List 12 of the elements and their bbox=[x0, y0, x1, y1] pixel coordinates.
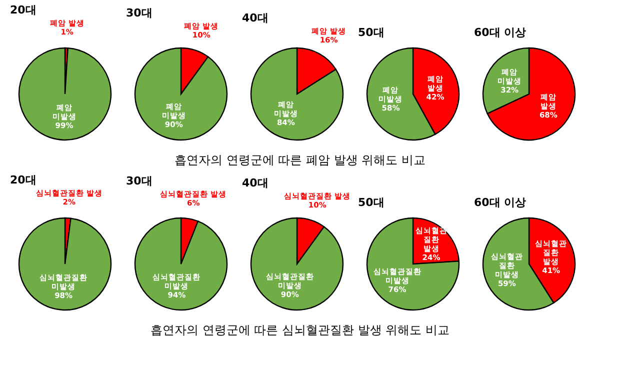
chart-title: 20대 bbox=[10, 4, 36, 17]
text: 흡연자의 연령군에 따른 심뇌혈관질환 발생 위해도 비교 bbox=[150, 323, 450, 337]
chart-title: 60대 이상 bbox=[474, 196, 526, 209]
chart-title: 20대 bbox=[10, 174, 36, 187]
chart-title: 40대 bbox=[242, 176, 268, 190]
chart-title: 40대 bbox=[242, 12, 268, 25]
chart-title: 50대 bbox=[358, 26, 384, 39]
text: 흡연자의 연령군에 따른 폐암 발생 위해도 비교 bbox=[174, 153, 426, 167]
chart-title: 60대 이상 bbox=[474, 26, 526, 39]
chart-title: 30대 bbox=[126, 6, 152, 20]
chart-title: 30대 bbox=[126, 174, 152, 188]
chart-title: 50대 bbox=[358, 196, 384, 209]
